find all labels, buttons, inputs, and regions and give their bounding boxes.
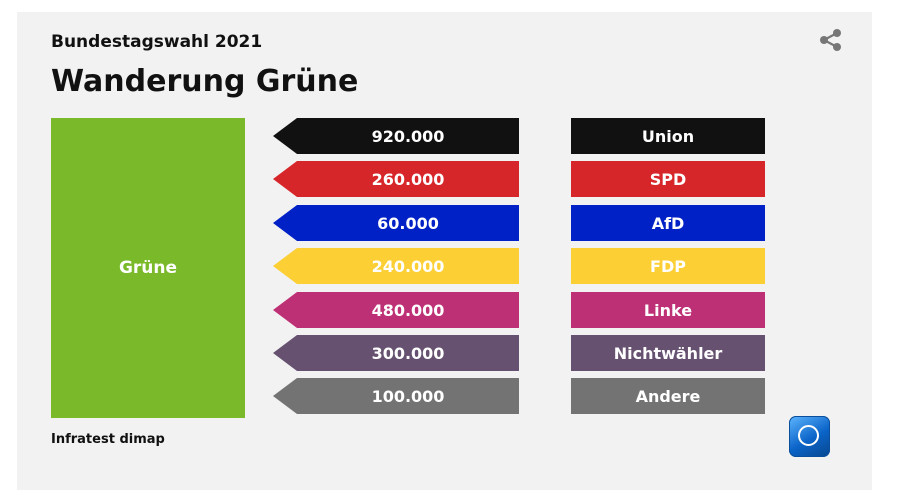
logo-ring-icon bbox=[798, 425, 819, 446]
flow-value-label: 60.000 bbox=[377, 213, 439, 233]
flow-arrow-spd: 260.000 bbox=[273, 161, 519, 197]
party-label: Union bbox=[641, 126, 695, 146]
flow-value-label: 300.000 bbox=[371, 343, 445, 363]
source-party-box: Grüne bbox=[51, 118, 245, 418]
party-label: Andere bbox=[635, 386, 701, 406]
flow-arrow-linke: 480.000 bbox=[273, 292, 519, 328]
tagesschau-logo[interactable] bbox=[789, 416, 830, 457]
party-box-afd: AfD bbox=[571, 205, 765, 241]
chart-title: Wanderung Grüne bbox=[51, 64, 359, 99]
flow-arrow-nichtwähler: 300.000 bbox=[273, 335, 519, 371]
flow-value-label: 920.000 bbox=[371, 126, 445, 146]
party-label: AfD bbox=[651, 213, 685, 233]
party-label: Linke bbox=[643, 300, 693, 320]
party-box-fdp: FDP bbox=[571, 248, 765, 284]
share-icon[interactable] bbox=[818, 27, 844, 53]
flow-arrow-union: 920.000 bbox=[273, 118, 519, 154]
party-box-nichtwähler: Nichtwähler bbox=[571, 335, 765, 371]
party-label: Nichtwähler bbox=[613, 343, 723, 363]
flow-value-label: 480.000 bbox=[371, 300, 445, 320]
flow-value-label: 240.000 bbox=[371, 256, 445, 276]
party-label: FDP bbox=[650, 256, 686, 276]
party-box-union: Union bbox=[571, 118, 765, 154]
flow-arrow-afd: 60.000 bbox=[273, 205, 519, 241]
party-box-spd: SPD bbox=[571, 161, 765, 197]
party-box-linke: Linke bbox=[571, 292, 765, 328]
flow-arrow-fdp: 240.000 bbox=[273, 248, 519, 284]
party-box-andere: Andere bbox=[571, 378, 765, 414]
source-party-label: Grüne bbox=[118, 258, 178, 278]
flow-value-label: 100.000 bbox=[371, 386, 445, 406]
flow-arrow-andere: 100.000 bbox=[273, 378, 519, 414]
flow-value-label: 260.000 bbox=[371, 169, 445, 189]
source-credit: Infratest dimap bbox=[51, 432, 165, 447]
party-label: SPD bbox=[649, 169, 687, 189]
chart-subtitle: Bundestagswahl 2021 bbox=[51, 32, 263, 52]
